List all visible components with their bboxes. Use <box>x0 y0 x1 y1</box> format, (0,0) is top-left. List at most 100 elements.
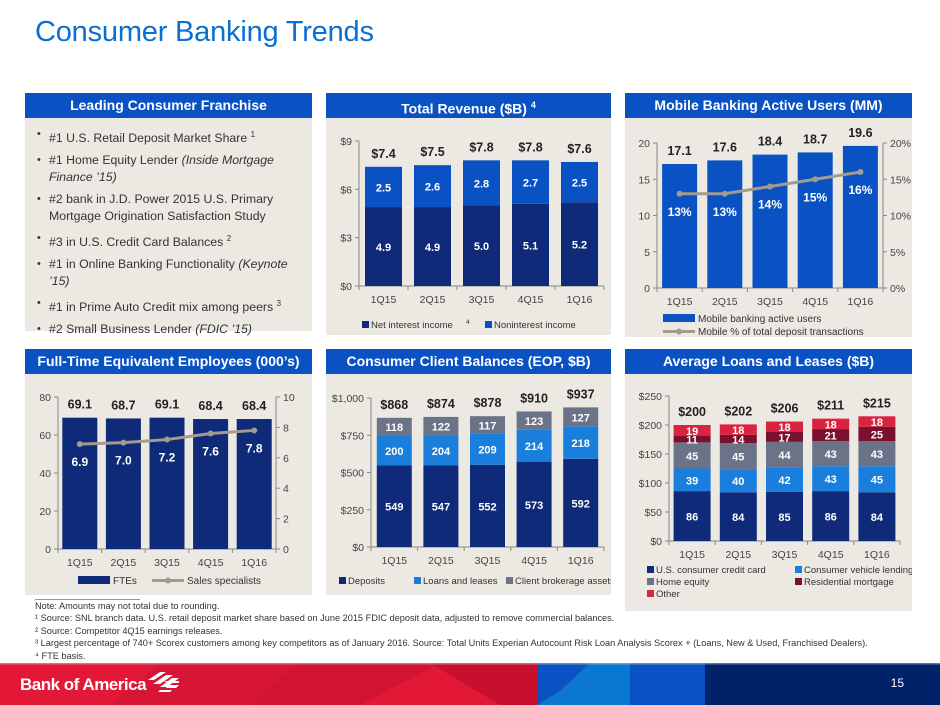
bar-total-label: $937 <box>567 387 595 401</box>
bar-deposits <box>376 465 412 547</box>
bar-home-equity <box>812 441 850 467</box>
bar-total-label: $910 <box>520 391 548 405</box>
bar-total-label: 69.1 <box>68 398 92 412</box>
line-point <box>721 190 728 197</box>
bar-ftes <box>193 419 229 549</box>
franchise-item-text: #1 Home Equity Lender <box>49 153 182 168</box>
bar-deposits <box>516 461 552 547</box>
line-value-label: 13% <box>713 205 737 219</box>
franchise-item-footnote: 3 <box>276 299 282 309</box>
bar-value-label: 123 <box>525 416 543 428</box>
bar-u-s-consumer-credit-card <box>858 492 896 541</box>
bar-residential-mortgage <box>812 429 850 442</box>
y2-tick-label: 0 <box>283 544 289 556</box>
bar-value-label: 44 <box>778 450 791 462</box>
line-value-label: 13% <box>668 205 692 219</box>
mobile-chart: 0 5 10 15 20 1Q15 2Q15 3Q15 4Q15 1Q16 17.1 17.6 18.4… <box>638 126 911 338</box>
franchise-item-text: #2 bank in J.D. Power 2015 U.S. Primary … <box>49 192 274 224</box>
franchise-item: #1 in Online Banking Functionality (Keyn… <box>37 256 304 290</box>
bar-value-label: 2.5 <box>572 178 587 190</box>
bar-value-label: 19 <box>686 426 698 438</box>
y-tick-label: $0 <box>650 536 662 548</box>
bar-mobile-banking-active-users <box>662 164 698 288</box>
x-tick-label: 1Q16 <box>848 296 874 308</box>
bar-loans-and-leases <box>563 426 599 459</box>
y-tick-label: $0 <box>352 542 364 554</box>
y-tick-label: $3 <box>340 233 352 245</box>
legend-label: Consumer vehicle lending <box>804 565 912 576</box>
legend-swatch <box>339 577 346 584</box>
x-tick-label: 1Q15 <box>371 294 397 306</box>
bar-residential-mortgage <box>673 436 711 443</box>
legend-swatch <box>506 577 513 584</box>
bar-value-label: 18 <box>825 419 837 431</box>
x-tick-label: 1Q16 <box>241 557 267 569</box>
line-point <box>676 190 683 197</box>
legend-label: Other <box>656 589 680 600</box>
page-number: 15 <box>890 676 904 690</box>
bar-total-label: $211 <box>817 399 844 413</box>
y-tick-label: $9 <box>340 136 352 148</box>
bar-mobile-banking-active-users <box>707 160 743 288</box>
bar-home-equity <box>719 442 757 470</box>
y-tick-label: 80 <box>39 392 51 404</box>
x-tick-label: 4Q15 <box>198 557 224 569</box>
bar-noninterest-income <box>414 165 451 208</box>
bar-other <box>719 424 757 435</box>
y-tick-label: $750 <box>341 430 365 442</box>
bar-total-label: 18.7 <box>803 132 827 146</box>
legend-swatch <box>795 578 802 585</box>
y-tick-label: 15 <box>638 174 650 186</box>
bar-total-label: 68.7 <box>111 398 135 412</box>
bar-u-s-consumer-credit-card <box>719 492 757 541</box>
franchise-list: #1 U.S. Retail Deposit Market Share 1#1 … <box>25 118 312 338</box>
bar-value-label: 549 <box>385 502 403 514</box>
bar-value-label: 5.0 <box>474 241 489 253</box>
legend-swatch <box>647 590 654 597</box>
bar-total-label: 68.4 <box>198 399 222 413</box>
franchise-item: #1 Home Equity Lender (Inside Mortgage F… <box>37 152 304 186</box>
y-tick-label: 10 <box>638 211 650 223</box>
bar-total-label: $874 <box>427 397 455 411</box>
y2-tick-label: 10% <box>890 211 911 223</box>
bar-value-label: 118 <box>385 422 403 434</box>
y-tick-label: $500 <box>341 468 365 480</box>
bar-value-label: 84 <box>732 512 745 524</box>
bar-noninterest-income <box>512 160 549 204</box>
legend-label: Client brokerage assets <box>515 576 611 587</box>
legend-label: Net interest income <box>371 320 453 331</box>
bar-value-label: 592 <box>572 498 590 510</box>
line-point <box>164 436 170 443</box>
legend-label: U.S. consumer credit card <box>656 565 766 576</box>
y2-tick-label: 4 <box>283 483 289 495</box>
bar-net-interest-income <box>561 202 598 286</box>
bar-value-label: 43 <box>871 449 883 461</box>
x-tick-label: 1Q15 <box>667 296 693 308</box>
fte-panel: Full-Time Equivalent Employees (000’s) 0… <box>25 349 312 595</box>
mobile-panel: Mobile Banking Active Users (MM) 0 5 10 15 2… <box>625 93 912 338</box>
y-tick-label: $50 <box>644 507 662 519</box>
franchise-panel-title: Leading Consumer Franchise <box>25 93 312 118</box>
x-tick-label: 2Q15 <box>712 296 738 308</box>
line-point <box>120 439 127 446</box>
bar-value-label: 85 <box>778 512 790 524</box>
bar-value-label: 5.2 <box>572 240 587 252</box>
line-value-label: 7.0 <box>115 454 132 468</box>
bar-net-interest-income <box>414 207 451 286</box>
bar-mobile-banking-active-users <box>842 145 878 288</box>
x-tick-label: 1Q15 <box>381 555 407 567</box>
franchise-item-text: #1 in Online Banking Functionality <box>49 257 239 272</box>
y-tick-label: $0 <box>340 281 352 293</box>
bar-net-interest-income <box>463 205 500 286</box>
loans-chart: $0 $50 $100 $150 $200 $250 1Q15 2Q15 3Q15 4Q15 1Q1… <box>639 391 914 600</box>
bar-value-label: 11 <box>686 435 698 447</box>
footnote-line: ¹ Source: SNL branch data. U.S. retail d… <box>35 613 615 624</box>
legend-swatch <box>78 576 110 584</box>
y-tick-label: 60 <box>39 430 51 442</box>
franchise-item-source: (Keynote ’15) <box>49 257 288 289</box>
franchise-item: #2 bank in J.D. Power 2015 U.S. Primary … <box>37 191 304 225</box>
line-point <box>767 183 773 190</box>
line-value-label: 15% <box>803 190 827 204</box>
bar-other <box>858 416 896 427</box>
bar-value-label: 573 <box>525 500 543 512</box>
